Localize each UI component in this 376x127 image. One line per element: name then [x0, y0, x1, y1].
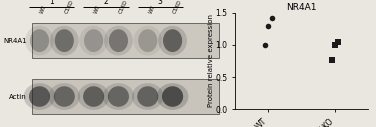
Point [335, 41, 341, 43]
Ellipse shape [108, 86, 129, 107]
Ellipse shape [25, 26, 54, 55]
Ellipse shape [103, 83, 134, 110]
Ellipse shape [84, 29, 103, 52]
Text: C1KO: C1KO [64, 0, 75, 14]
Title: NR4A1: NR4A1 [287, 3, 317, 12]
Point [265, 25, 271, 27]
Text: NR4A1: NR4A1 [3, 38, 27, 44]
Ellipse shape [158, 26, 187, 55]
Ellipse shape [109, 29, 128, 52]
Ellipse shape [157, 83, 188, 110]
Y-axis label: Protein relative expression: Protein relative expression [208, 14, 214, 107]
Ellipse shape [162, 86, 183, 107]
Ellipse shape [133, 26, 162, 55]
Ellipse shape [79, 26, 108, 55]
Ellipse shape [132, 83, 164, 110]
Ellipse shape [24, 83, 55, 110]
Ellipse shape [54, 86, 75, 107]
Text: WT: WT [39, 4, 48, 14]
Text: WT: WT [148, 4, 156, 14]
Text: 1: 1 [50, 0, 54, 6]
Text: Actin: Actin [9, 93, 27, 100]
Ellipse shape [137, 86, 158, 107]
Point [262, 44, 268, 46]
Point [332, 44, 338, 46]
Ellipse shape [50, 26, 79, 55]
Text: WT: WT [94, 4, 102, 14]
Text: C1KO: C1KO [118, 0, 129, 14]
Point [269, 17, 275, 19]
Text: C1KO: C1KO [173, 0, 183, 14]
Text: 3: 3 [158, 0, 162, 6]
Ellipse shape [49, 83, 80, 110]
Ellipse shape [30, 29, 49, 52]
Ellipse shape [104, 26, 133, 55]
Ellipse shape [83, 86, 104, 107]
Ellipse shape [138, 29, 157, 52]
Ellipse shape [78, 83, 109, 110]
Point [329, 59, 335, 61]
Bar [32, 23, 219, 58]
Text: 2: 2 [104, 0, 108, 6]
Ellipse shape [163, 29, 182, 52]
Bar [32, 79, 219, 114]
Ellipse shape [55, 29, 74, 52]
Ellipse shape [29, 86, 50, 107]
